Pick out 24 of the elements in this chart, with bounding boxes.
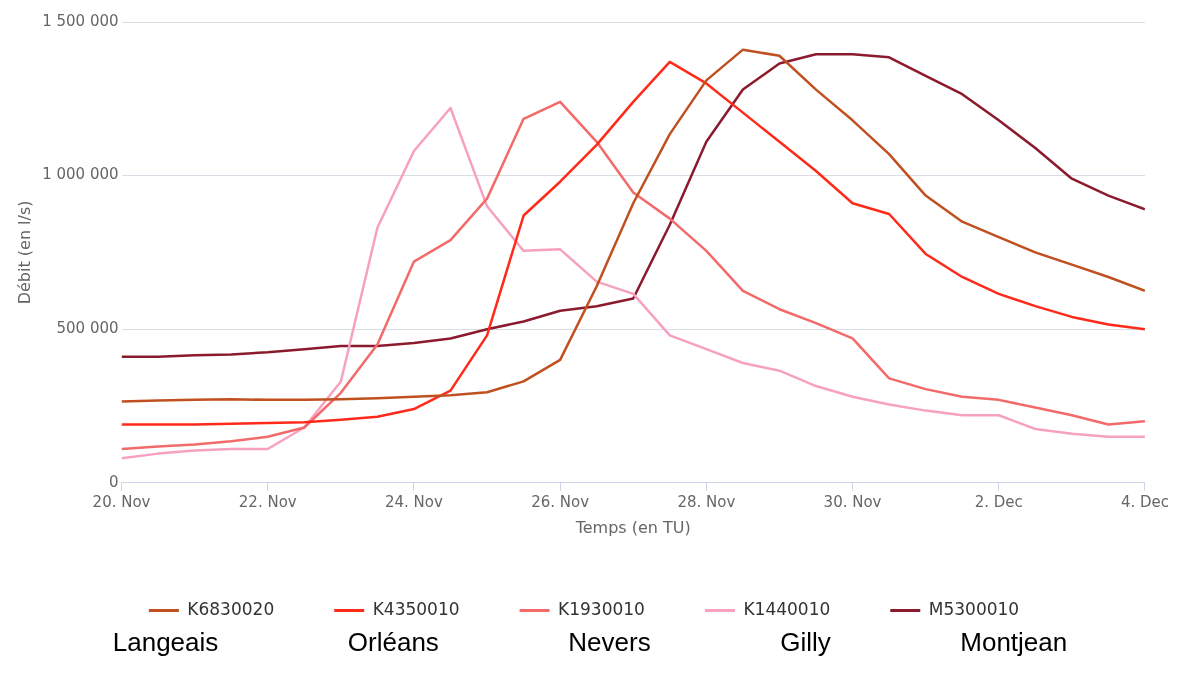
- x-tick-label: 4. Dec: [1120, 492, 1169, 511]
- legend-label: K6830020: [187, 598, 275, 619]
- y-tick-label: 1 000 000: [42, 165, 119, 184]
- x-tick-label: 22. Nov: [238, 492, 297, 511]
- x-tick-label: 30. Nov: [823, 492, 882, 511]
- x-tick-label: 28. Nov: [677, 492, 736, 511]
- legend-label: K4350010: [372, 598, 460, 619]
- x-tick-label: 2. Dec: [974, 492, 1023, 511]
- text: Montjean: [960, 627, 1068, 658]
- x-tick-label: 24. Nov: [384, 492, 444, 511]
- y-tick-label: 0: [108, 472, 119, 491]
- text: Gilly: [780, 627, 831, 658]
- x-tick-label: 26. Nov: [531, 492, 590, 511]
- legend-label: M5300010: [928, 598, 1020, 619]
- legend-label: K1440010: [743, 598, 831, 619]
- x-tick-label: 20. Nov: [92, 492, 151, 511]
- text: Langeais: [112, 627, 219, 658]
- x-axis-title: Temps (en TU): [574, 517, 691, 537]
- y-tick-label: 1 500 000: [42, 11, 119, 30]
- y-axis-title: Débit (en l/s): [14, 200, 34, 305]
- text: Nevers: [568, 627, 651, 658]
- text: Orléans: [347, 627, 439, 658]
- legend-label: K1930010: [558, 598, 645, 619]
- y-tick-label: 500 000: [56, 319, 119, 338]
